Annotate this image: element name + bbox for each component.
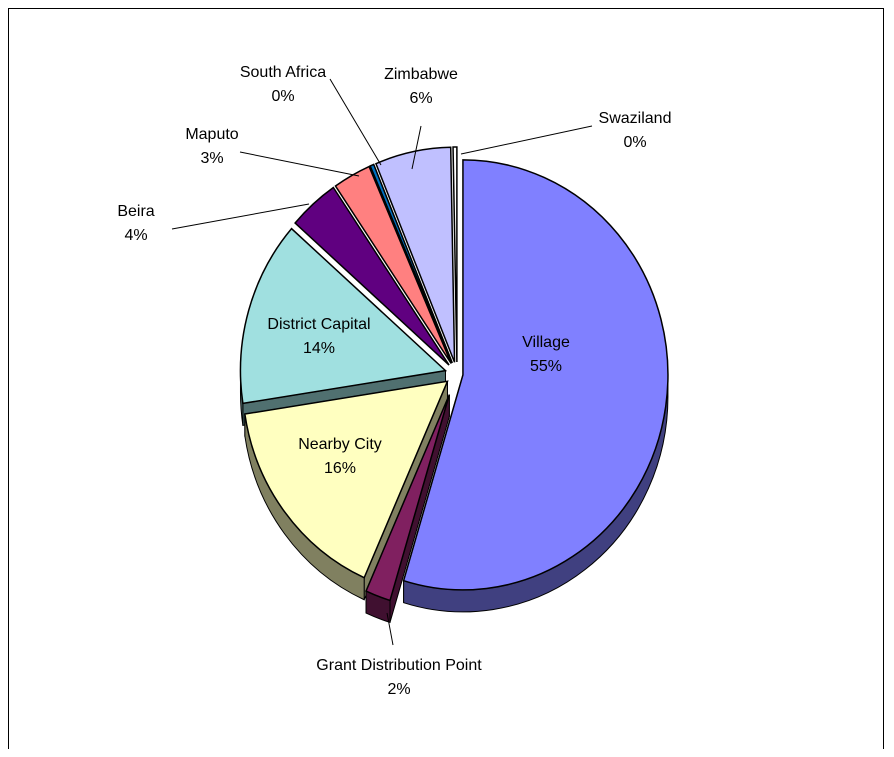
pie-chart: Village 55% Grant Distribution Point 2% Near… xyxy=(117,64,671,698)
pie-slice-village xyxy=(402,159,669,591)
slice-label: Village xyxy=(522,334,570,351)
slice-labels: Village 55% Grant Distribution Point 2% Near… xyxy=(117,64,671,698)
slice-label: Zimbabwe xyxy=(384,66,458,83)
pie-slice-grant-distribution-point xyxy=(365,394,451,602)
slice-value-label: 55% xyxy=(530,358,562,375)
slice-value-label: 14% xyxy=(303,340,335,357)
slice-label: Maputo xyxy=(185,126,238,143)
slice-value-label: 0% xyxy=(271,88,294,105)
slice-label: District Capital xyxy=(267,316,370,333)
slice-value-label: 3% xyxy=(200,150,223,167)
leader-lines xyxy=(171,78,593,646)
slice-label: Beira xyxy=(117,203,154,220)
slice-value-label: 0% xyxy=(623,134,646,151)
pie-slice-beira xyxy=(294,186,450,366)
pie-slice-maputo xyxy=(334,165,452,364)
leader-line-7 xyxy=(411,125,422,170)
leader-line-6 xyxy=(329,78,382,166)
leader-line-1 xyxy=(386,612,394,646)
leader-line-8 xyxy=(460,125,593,155)
slice-label: South Africa xyxy=(240,64,326,81)
pie-slice-nearby-city xyxy=(244,380,449,579)
leader-line-5 xyxy=(239,151,360,177)
pie-slice-zimbabwe xyxy=(374,146,456,363)
chart-frame: Village 55% Grant Distribution Point 2% Near… xyxy=(8,8,884,749)
leader-line-4 xyxy=(171,203,310,230)
slice-value-label: 6% xyxy=(409,90,432,107)
pie-slice-district-capital xyxy=(239,227,448,405)
pie-tops xyxy=(239,146,669,602)
pie-slice-south-africa xyxy=(369,163,453,364)
pie-slice-swaziland xyxy=(452,146,458,363)
slice-value-label: 4% xyxy=(124,227,147,244)
slice-label: Grant Distribution Point xyxy=(316,657,482,674)
slice-label: Nearby City xyxy=(298,436,382,453)
slice-label: Swaziland xyxy=(599,110,672,127)
slice-value-label: 16% xyxy=(324,460,356,477)
slice-value-label: 2% xyxy=(387,681,410,698)
